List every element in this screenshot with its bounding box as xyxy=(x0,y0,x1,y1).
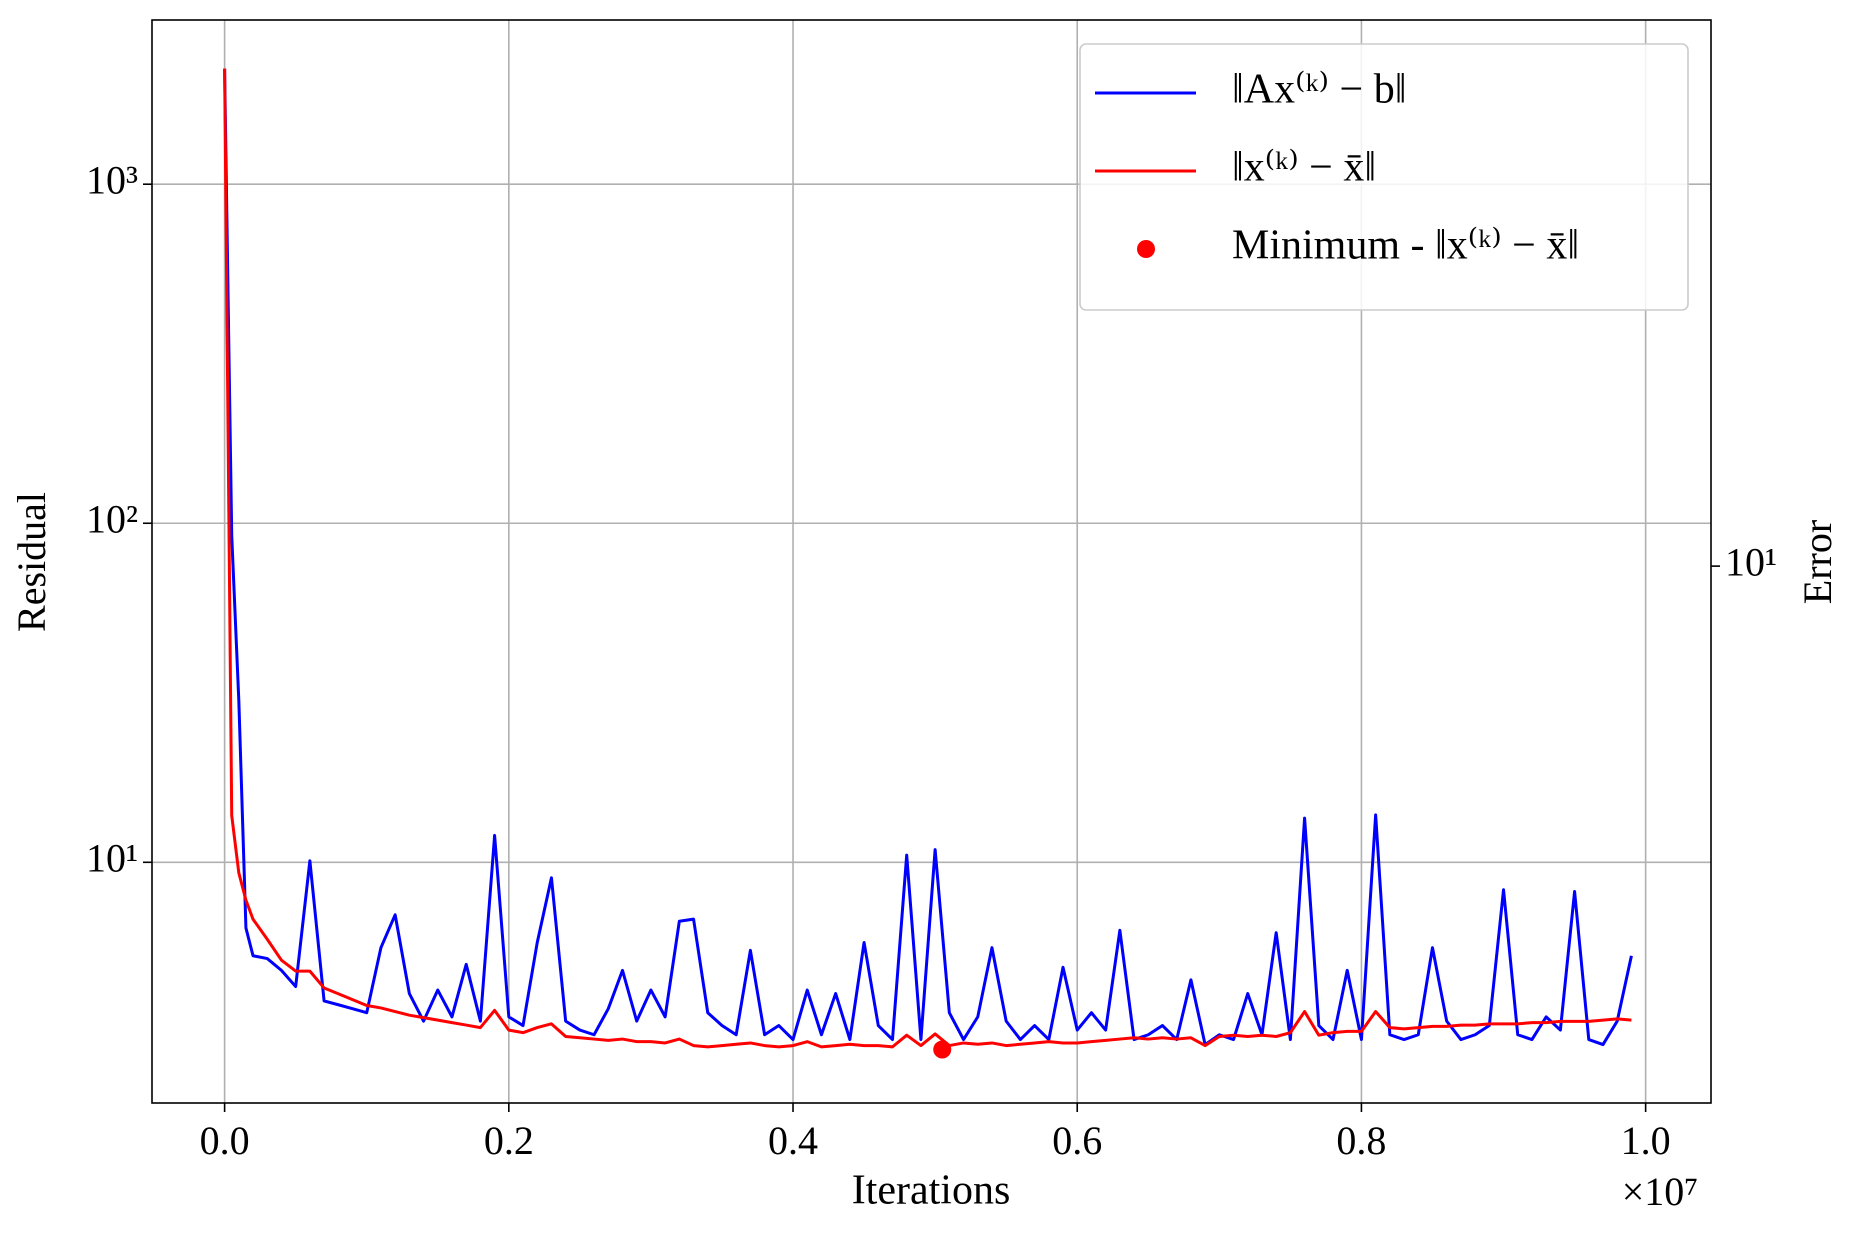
legend-marker xyxy=(1137,240,1155,258)
x-axis-label: Iterations xyxy=(852,1168,1011,1214)
x-tick-label: 0.8 xyxy=(1336,1118,1386,1163)
legend-label: Minimum - ‖x⁽ᵏ⁾ − x̄‖ xyxy=(1232,223,1579,269)
x-tick-label: 0.2 xyxy=(484,1118,534,1163)
x-tick-label: 0.0 xyxy=(200,1118,250,1163)
minimum-point xyxy=(933,1040,952,1059)
y-tick-label: 10¹ xyxy=(86,835,138,880)
x-tick-label: 0.6 xyxy=(1052,1118,1102,1163)
x-tick-label: 0.4 xyxy=(768,1118,818,1163)
legend: ‖Ax⁽ᵏ⁾ − b‖ ‖x⁽ᵏ⁾ − x̄‖ Minimum - ‖x⁽ᵏ⁾ − … xyxy=(1079,43,1689,311)
y-tick-label: 10² xyxy=(86,496,138,541)
y-axis-label: Residual xyxy=(9,492,54,632)
y2-tick-label: 10¹ xyxy=(1725,539,1777,584)
x-tick-label: 1.0 xyxy=(1621,1118,1671,1163)
legend-label: ‖Ax⁽ᵏ⁾ − b‖ xyxy=(1232,67,1406,113)
y-tick-label: 10³ xyxy=(86,157,138,202)
plot-layer xyxy=(223,68,1633,1059)
plot-frame xyxy=(151,19,1712,1104)
x-offset-label: ×10⁷ xyxy=(1622,1169,1699,1214)
y2-axis-label: Error xyxy=(1795,520,1840,604)
legend-label: ‖x⁽ᵏ⁾ − x̄‖ xyxy=(1232,145,1376,191)
axes-layer: 0.0 0.2 0.4 0.6 0.8 1.0 10¹ 10² 10³ 10¹ xyxy=(86,157,1777,1163)
series-line xyxy=(223,68,1633,1047)
series-line xyxy=(223,68,1632,1049)
legend-box xyxy=(1079,43,1689,311)
